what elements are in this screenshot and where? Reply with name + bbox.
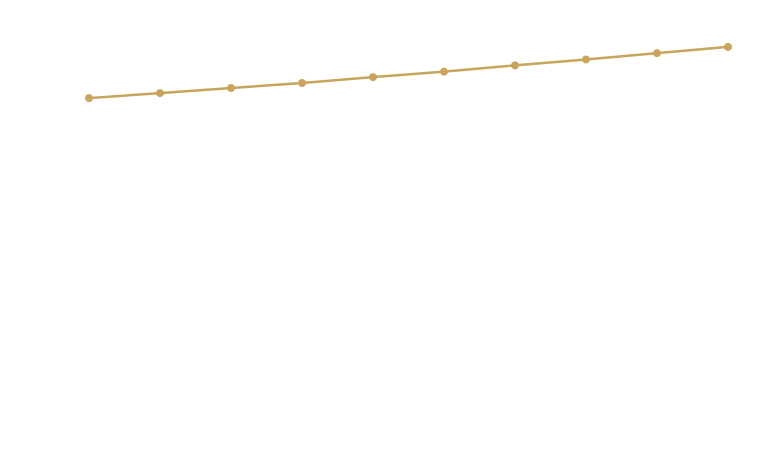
data-point bbox=[440, 67, 448, 76]
data-point bbox=[156, 89, 164, 98]
data-point bbox=[369, 73, 377, 82]
data-point bbox=[653, 49, 661, 58]
data-point bbox=[227, 84, 235, 93]
data-point bbox=[511, 61, 519, 70]
data-point bbox=[298, 79, 306, 87]
data-point bbox=[85, 94, 93, 103]
data-line bbox=[88, 45, 729, 100]
data-point bbox=[724, 42, 732, 51]
data-point bbox=[582, 55, 590, 64]
